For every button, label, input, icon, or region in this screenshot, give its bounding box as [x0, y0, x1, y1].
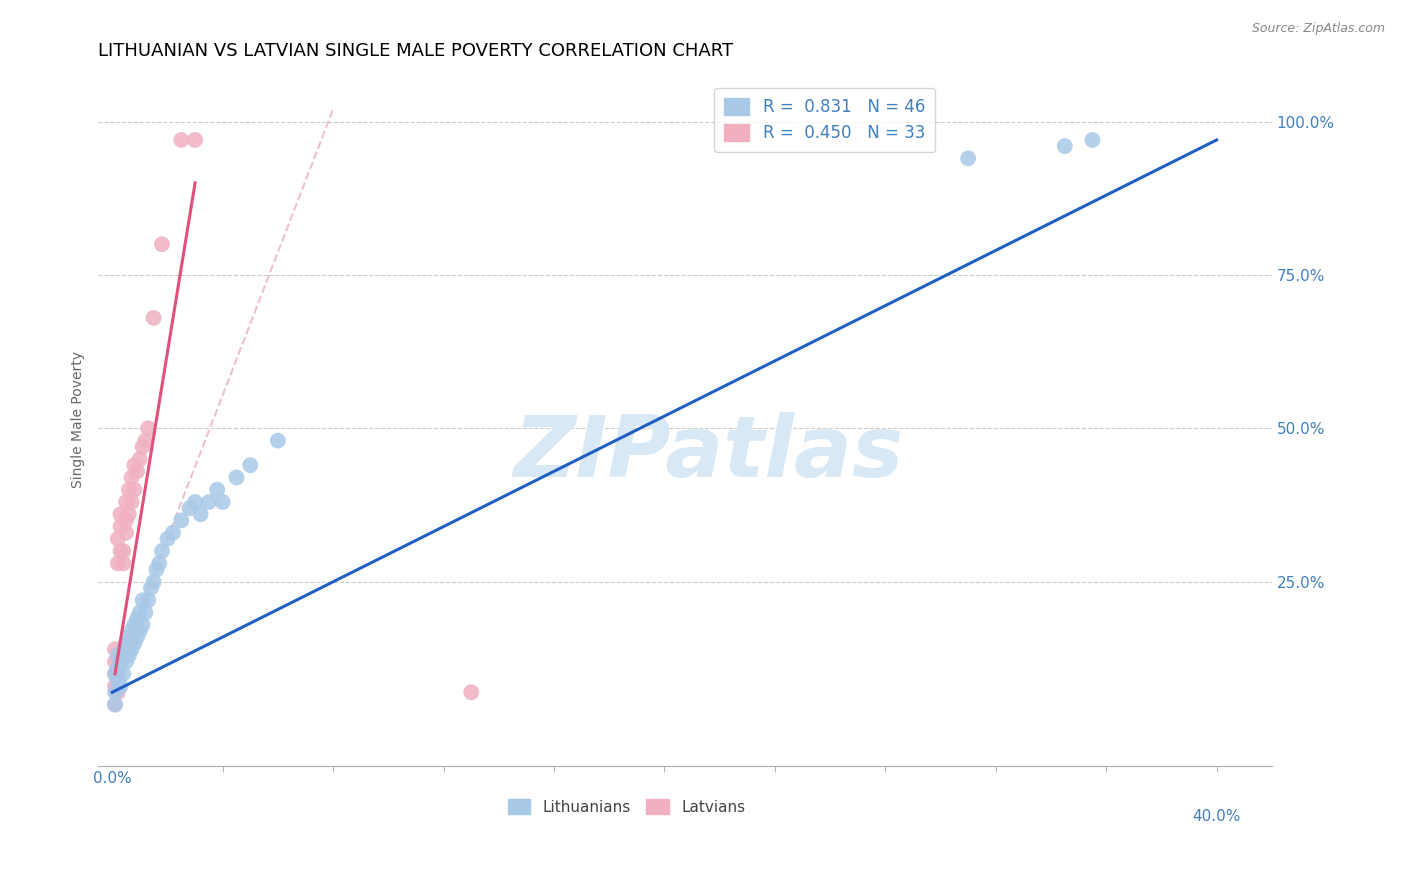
Point — [115, 525, 138, 540]
Point — [139, 581, 162, 595]
Point — [957, 152, 980, 166]
Point — [156, 532, 179, 546]
Point — [107, 685, 129, 699]
Text: ZIPatlas: ZIPatlas — [513, 412, 904, 495]
Point — [107, 648, 129, 663]
Point — [124, 483, 146, 497]
Point — [115, 513, 138, 527]
Point — [115, 636, 138, 650]
Point — [1081, 133, 1104, 147]
Point — [128, 606, 150, 620]
Point — [128, 624, 150, 638]
Point — [110, 544, 132, 558]
Point — [127, 612, 149, 626]
Point — [142, 574, 165, 589]
Point — [142, 310, 165, 325]
Point — [127, 464, 149, 478]
Point — [170, 133, 193, 147]
Point — [134, 606, 156, 620]
Point — [104, 666, 127, 681]
Point — [110, 655, 132, 669]
Point — [170, 513, 193, 527]
Point — [107, 532, 129, 546]
Point — [225, 470, 247, 484]
Point — [150, 237, 173, 252]
Point — [118, 483, 141, 497]
Point — [110, 508, 132, 522]
Point — [150, 544, 173, 558]
Legend: Lithuanians, Latvians: Lithuanians, Latvians — [502, 792, 752, 821]
Point — [267, 434, 290, 448]
Point — [179, 501, 201, 516]
Point — [136, 421, 159, 435]
Point — [118, 508, 141, 522]
Point — [134, 434, 156, 448]
Point — [162, 525, 184, 540]
Point — [107, 661, 129, 675]
Point — [104, 642, 127, 657]
Text: Source: ZipAtlas.com: Source: ZipAtlas.com — [1251, 22, 1385, 36]
Point — [121, 642, 143, 657]
Point — [190, 508, 212, 522]
Point — [118, 630, 141, 644]
Point — [104, 666, 127, 681]
Point — [115, 495, 138, 509]
Point — [184, 133, 207, 147]
Point — [136, 593, 159, 607]
Point — [121, 470, 143, 484]
Point — [112, 557, 135, 571]
Point — [104, 698, 127, 712]
Point — [198, 495, 221, 509]
Point — [110, 519, 132, 533]
Point — [131, 593, 153, 607]
Point — [211, 495, 233, 509]
Point — [104, 698, 127, 712]
Point — [1053, 139, 1076, 153]
Point — [145, 562, 167, 576]
Point — [107, 666, 129, 681]
Point — [239, 458, 262, 473]
Point — [124, 617, 146, 632]
Point — [460, 685, 482, 699]
Point — [104, 655, 127, 669]
Point — [118, 648, 141, 663]
Point — [124, 458, 146, 473]
Point — [115, 655, 138, 669]
Point — [112, 666, 135, 681]
Point — [127, 630, 149, 644]
Point — [107, 557, 129, 571]
Text: 40.0%: 40.0% — [1192, 809, 1241, 824]
Point — [128, 452, 150, 467]
Point — [110, 679, 132, 693]
Text: LITHUANIAN VS LATVIAN SINGLE MALE POVERTY CORRELATION CHART: LITHUANIAN VS LATVIAN SINGLE MALE POVERT… — [98, 42, 734, 60]
Point — [124, 636, 146, 650]
Point — [184, 495, 207, 509]
Point — [107, 673, 129, 687]
Point — [112, 642, 135, 657]
Point — [131, 617, 153, 632]
Point — [121, 495, 143, 509]
Y-axis label: Single Male Poverty: Single Male Poverty — [72, 351, 86, 488]
Point — [131, 440, 153, 454]
Point — [148, 557, 170, 571]
Point — [104, 679, 127, 693]
Point — [104, 685, 127, 699]
Point — [112, 544, 135, 558]
Point — [121, 624, 143, 638]
Point — [205, 483, 228, 497]
